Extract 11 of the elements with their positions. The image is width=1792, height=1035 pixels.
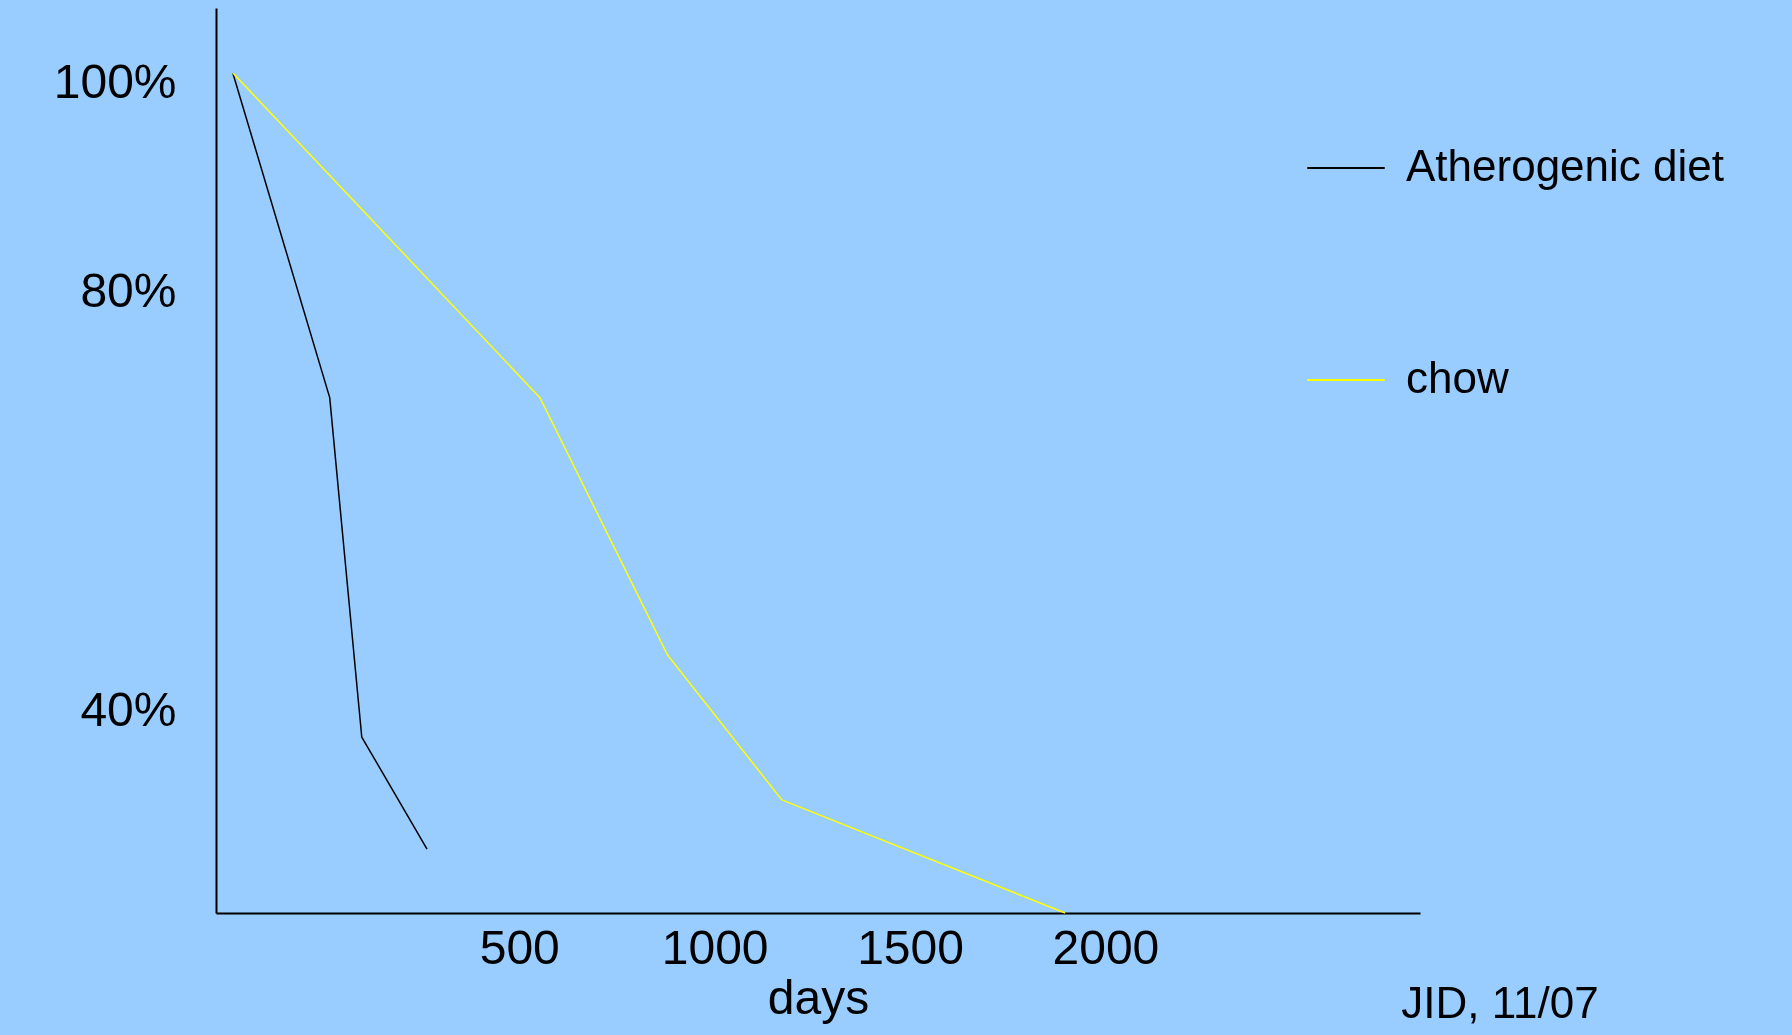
legend-label: Atherogenic diet [1406,141,1724,190]
y-tick-label: 80% [80,264,177,318]
x-tick-label: 500 [479,920,560,974]
line-series [232,72,428,850]
line-series [232,72,1066,914]
x-tick-label: 2000 [1052,920,1160,974]
y-tick-label: 40% [80,683,177,737]
legend-label: chow [1406,353,1509,402]
y-tick-label: 100% [53,54,177,108]
text: JID, 11/07 [1401,978,1599,1027]
x-tick-label: 1000 [661,920,769,974]
